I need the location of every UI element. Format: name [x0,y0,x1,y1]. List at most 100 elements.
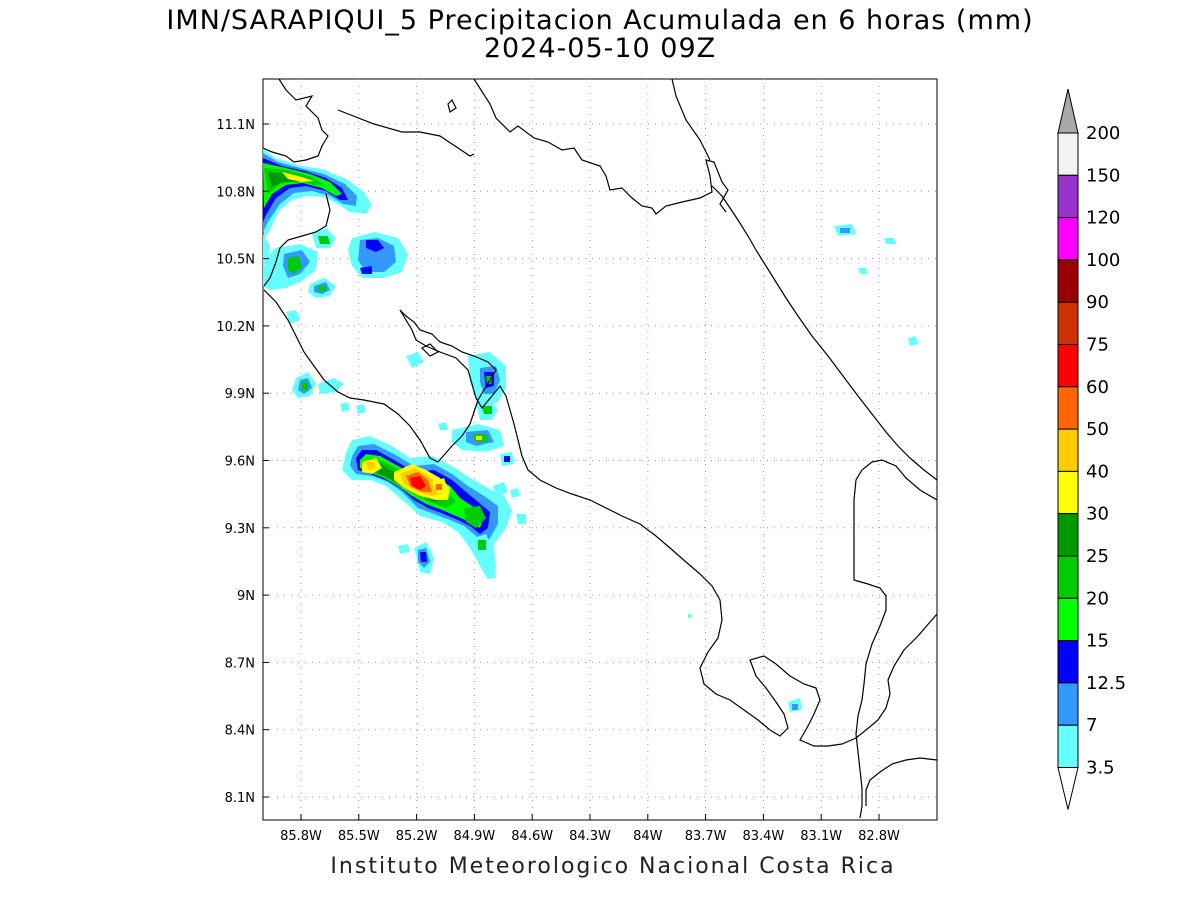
colorbar-label: 30 [1086,504,1109,525]
colorbar-swatch [1057,555,1079,599]
precip-cell [356,404,366,414]
precip-cell [286,310,300,324]
lon-tick-label: 85.5W [338,829,380,844]
colorbar-under-arrow [1057,767,1079,810]
precip-cell [318,286,326,291]
lat-tick-label: 9.6N [225,455,255,470]
precip-cell [478,540,486,550]
lat-tick-label: 8.4N [225,724,255,739]
colorbar-label: 20 [1086,588,1109,609]
colorbar-swatch [1057,386,1079,430]
colorbar-label: 120 [1086,208,1120,229]
lat-tick-label: 9N [237,589,255,604]
lon-tick-label: 84.3W [569,829,611,844]
coastline [420,343,440,357]
colorbar-label: 60 [1086,377,1109,398]
precip-cell [476,436,482,440]
colorbar-swatch [1057,301,1079,346]
colorbar-over-arrow [1057,88,1079,134]
lon-tick-label: 84W [633,829,663,844]
lat-tick-label: 8.1N [225,791,255,806]
precip-cell [360,266,372,274]
colorbar: 200 150 120 100 90 75 60 50 40 30 25 20 15 12.5 7 3.5 [1057,88,1126,810]
coastline [337,109,475,157]
coastline [447,98,457,113]
colorbar-label: 12.5 [1086,673,1126,694]
longitude-labels: 85.8W 85.5W 85.2W 84.9W 84.6W 84.3W 84W 83.7W 83… [280,814,900,844]
colorbar-label: 25 [1086,546,1109,567]
precip-cell [406,352,424,368]
lat-tick-label: 8.7N [225,656,255,671]
precip-cell [340,402,350,412]
precip-cell-nw-band [268,172,310,187]
colorbar-swatch [1057,259,1079,303]
coastline [263,289,439,463]
map-datetime: 2024-05-10 09Z [483,33,717,64]
colorbar-label: 75 [1086,335,1109,356]
colorbar-swatch [1057,640,1079,684]
precip-core-band [410,476,426,490]
coastline [399,309,937,747]
precip-core-band [464,506,486,528]
precip-cell [366,240,384,252]
coastline [711,185,937,481]
precip-cell [504,456,510,462]
coastline [263,193,331,287]
lon-tick-label: 85.8W [280,829,322,844]
colorbar-label: 90 [1086,292,1109,313]
precip-cell [398,544,410,554]
colorbar-label: 3.5 [1086,758,1115,779]
precip-cell [420,552,427,562]
precip-cell [482,406,492,414]
colorbar-swatch [1057,470,1079,515]
colorbar-label: 150 [1086,165,1120,186]
coastline [865,757,937,806]
precip-cell [486,376,492,384]
coastline [473,79,729,215]
lat-tick-label: 10.2N [216,320,255,335]
precip-cell [792,704,798,710]
border [853,461,887,819]
colorbar-swatch [1057,428,1079,472]
precip-cell [884,238,896,244]
lon-tick-label: 83.4W [742,829,784,844]
lat-tick-label: 10.5N [216,253,255,268]
precip-cell [302,382,308,390]
precipitation-fields [263,148,918,712]
precip-cell-nw-band [282,172,314,182]
lon-tick-label: 84.6W [511,829,553,844]
footer-credit: Instituto Meteorologico Nacional Costa R… [330,854,896,879]
precip-cell [318,236,330,244]
lat-tick-label: 9.9N [225,387,255,402]
colorbar-label: 15 [1086,631,1109,652]
precip-core-band [492,482,508,496]
precip-cell [858,268,868,274]
precip-cell [908,336,918,346]
colorbar-label: 40 [1086,461,1109,482]
coastline [671,79,711,161]
precip-cell [840,228,850,233]
lon-tick-label: 82.8W [858,829,900,844]
coastline [399,309,497,463]
colorbar-swatch [1057,724,1079,769]
precip-cell [288,256,302,274]
lon-tick-label: 83.7W [685,829,727,844]
lon-tick-label: 83.1W [800,829,842,844]
colorbar-swatch [1057,682,1079,726]
colorbar-swatch [1057,174,1079,219]
precip-core-band [516,514,526,524]
lat-tick-label: 10.8N [216,185,255,200]
colorbar-swatch [1057,513,1079,557]
precip-cell [486,562,496,578]
precip-cell [438,422,448,430]
precip-core-band [436,484,442,490]
colorbar-swatch [1057,217,1079,261]
coastline [871,459,937,501]
colorbar-label: 50 [1086,419,1109,440]
lat-tick-label: 11.1N [216,118,255,133]
coastlines [263,79,937,819]
latitude-labels: 11.1N 10.8N 10.5N 10.2N 9.9N 9.6N 9.3N 9N 8.7N 8.… [216,118,269,806]
colorbar-swatch [1057,344,1079,388]
lon-tick-label: 85.2W [396,829,438,844]
